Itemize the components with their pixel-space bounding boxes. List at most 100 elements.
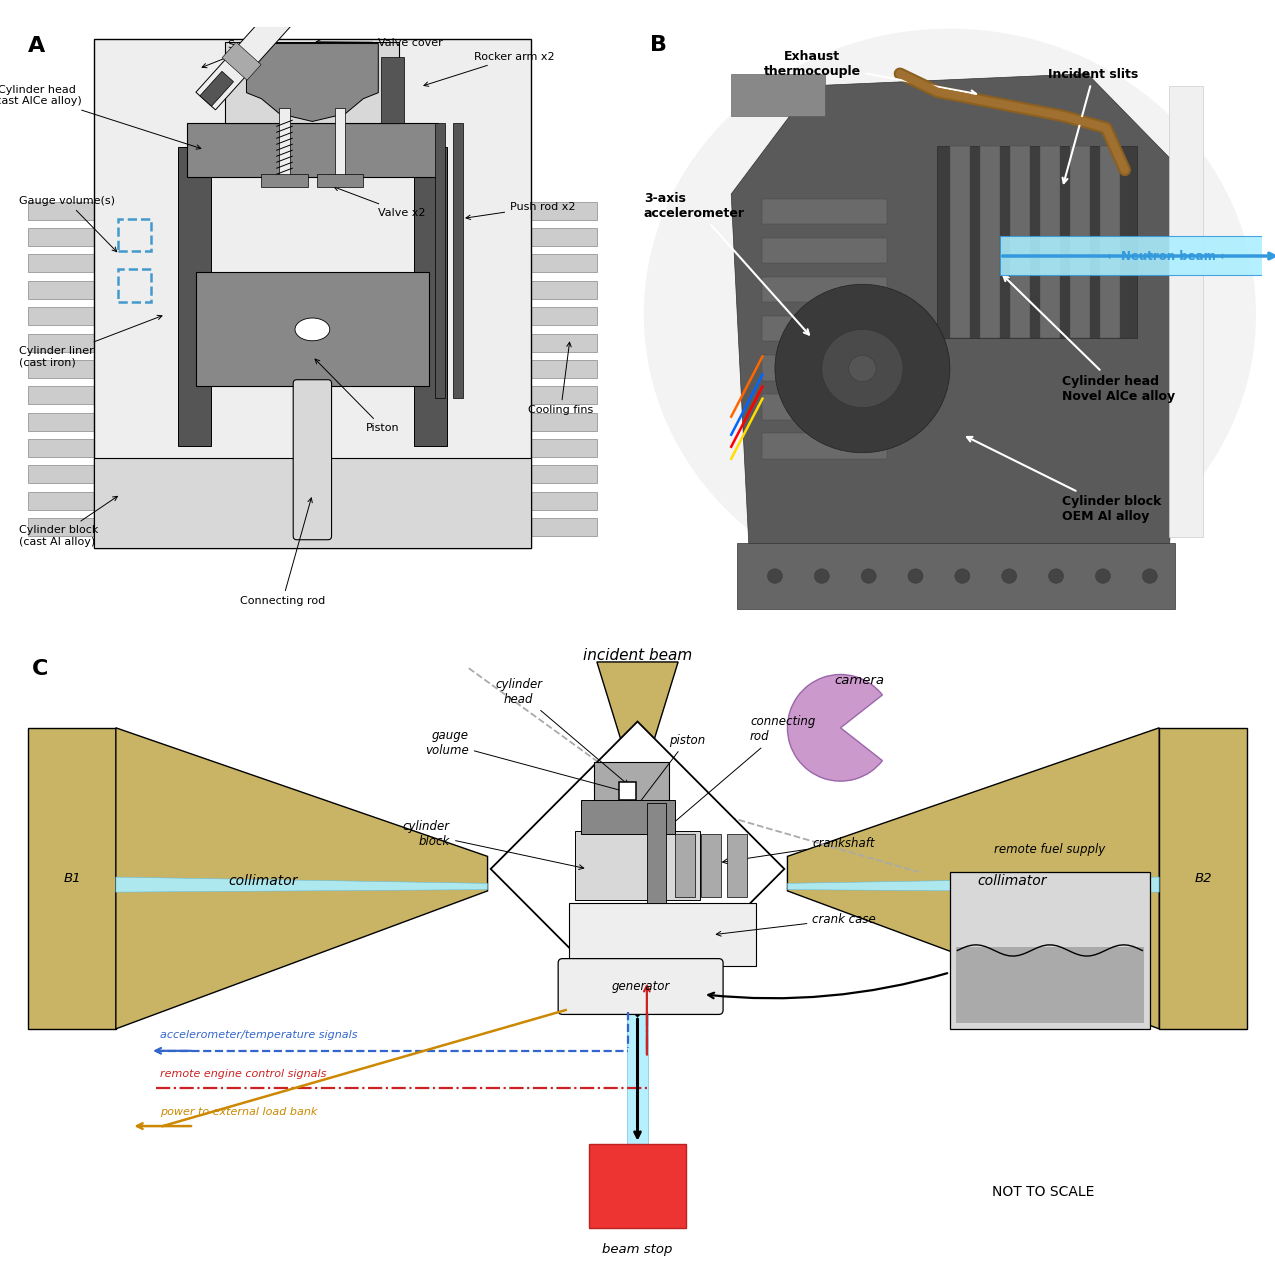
- Text: Cylinder head
Novel AlCe alloy: Cylinder head Novel AlCe alloy: [1003, 275, 1176, 402]
- Bar: [28, 360, 108, 378]
- Text: Exhaust
thermocouple: Exhaust thermocouple: [764, 50, 977, 96]
- Bar: [117, 270, 150, 302]
- Bar: [1040, 146, 1060, 338]
- Circle shape: [1142, 568, 1158, 584]
- Bar: [317, 174, 363, 187]
- Text: piston: piston: [630, 733, 705, 814]
- Bar: [1000, 236, 1275, 275]
- Bar: [516, 228, 597, 246]
- Bar: [516, 334, 597, 352]
- Bar: [200, 72, 233, 106]
- Text: Piston: Piston: [315, 360, 400, 433]
- Polygon shape: [788, 728, 1159, 1029]
- Bar: [581, 800, 674, 835]
- Text: remote engine control signals: remote engine control signals: [159, 1069, 326, 1079]
- Text: Cylinder block
OEM Al alloy: Cylinder block OEM Al alloy: [966, 436, 1162, 522]
- Text: B2: B2: [1195, 872, 1211, 884]
- Bar: [177, 147, 210, 447]
- Bar: [674, 835, 695, 897]
- Bar: [762, 434, 887, 458]
- Text: Rocker arm x2: Rocker arm x2: [423, 51, 555, 86]
- Circle shape: [861, 568, 876, 584]
- Circle shape: [1002, 568, 1016, 584]
- Bar: [1168, 86, 1202, 538]
- Bar: [28, 307, 108, 325]
- Text: Cylinder liner
(cast iron): Cylinder liner (cast iron): [19, 315, 162, 367]
- Text: cylinder
block: cylinder block: [403, 820, 584, 869]
- Bar: [117, 219, 150, 251]
- Bar: [516, 518, 597, 536]
- Bar: [196, 3, 296, 110]
- Text: Cooling fins: Cooling fins: [528, 342, 593, 415]
- Bar: [762, 316, 887, 342]
- Text: camera: camera: [834, 675, 885, 687]
- Bar: [279, 108, 289, 177]
- Bar: [950, 146, 970, 338]
- Bar: [980, 146, 1000, 338]
- Polygon shape: [597, 662, 678, 794]
- Bar: [516, 255, 597, 273]
- Text: Gauge volume(s): Gauge volume(s): [19, 196, 117, 252]
- Bar: [28, 466, 108, 484]
- Bar: [1100, 146, 1119, 338]
- Bar: [516, 412, 597, 430]
- Bar: [93, 38, 532, 548]
- Bar: [453, 123, 463, 398]
- Bar: [701, 835, 722, 897]
- Circle shape: [1048, 568, 1063, 584]
- Bar: [1010, 146, 1030, 338]
- Bar: [737, 543, 1174, 609]
- Text: beam stop: beam stop: [602, 1243, 673, 1257]
- Text: A: A: [28, 36, 45, 56]
- Bar: [435, 123, 445, 398]
- Bar: [1070, 146, 1090, 338]
- Bar: [381, 56, 404, 123]
- Circle shape: [768, 568, 783, 584]
- Text: 3-axis
accelerometer: 3-axis accelerometer: [644, 192, 810, 334]
- Bar: [618, 782, 636, 800]
- Bar: [516, 466, 597, 484]
- Bar: [28, 334, 108, 352]
- Circle shape: [849, 356, 876, 381]
- Polygon shape: [116, 728, 487, 1029]
- Circle shape: [775, 284, 950, 453]
- FancyBboxPatch shape: [558, 959, 723, 1015]
- Bar: [261, 174, 307, 187]
- Text: power to external load bank: power to external load bank: [159, 1107, 317, 1116]
- Bar: [28, 387, 108, 404]
- Text: Push rod x2: Push rod x2: [465, 201, 575, 219]
- Text: ← Neutron beam ←: ← Neutron beam ←: [1107, 250, 1230, 262]
- Text: collimator: collimator: [978, 874, 1047, 888]
- Bar: [569, 904, 756, 966]
- Polygon shape: [788, 877, 1159, 892]
- Text: cylinder
head: cylinder head: [495, 678, 629, 785]
- Text: connecting
rod: connecting rod: [659, 716, 815, 835]
- Bar: [28, 412, 108, 430]
- Bar: [762, 356, 887, 380]
- Bar: [222, 42, 261, 81]
- Bar: [516, 387, 597, 404]
- Bar: [937, 146, 1137, 338]
- Text: collimator: collimator: [228, 874, 297, 888]
- Text: Incident slits: Incident slits: [1048, 68, 1139, 183]
- Wedge shape: [788, 675, 882, 781]
- Circle shape: [822, 329, 903, 407]
- Ellipse shape: [295, 317, 330, 340]
- Text: Spark plug: Spark plug: [203, 40, 288, 68]
- Text: NOT TO SCALE: NOT TO SCALE: [992, 1185, 1095, 1199]
- Bar: [516, 280, 597, 298]
- Text: Valve cover: Valve cover: [316, 37, 442, 47]
- Bar: [195, 273, 430, 387]
- Text: Cylinder head
(cast AlCe alloy): Cylinder head (cast AlCe alloy): [0, 84, 201, 150]
- Text: Connecting rod: Connecting rod: [240, 498, 325, 605]
- Bar: [28, 728, 116, 1029]
- Circle shape: [1095, 568, 1111, 584]
- Bar: [28, 492, 108, 509]
- Text: Cylinder block
(cast AI alloy): Cylinder block (cast AI alloy): [19, 497, 117, 547]
- Circle shape: [815, 568, 829, 584]
- Bar: [516, 202, 597, 220]
- Bar: [516, 439, 597, 457]
- Polygon shape: [491, 722, 784, 1016]
- Bar: [226, 42, 399, 123]
- Bar: [575, 831, 700, 900]
